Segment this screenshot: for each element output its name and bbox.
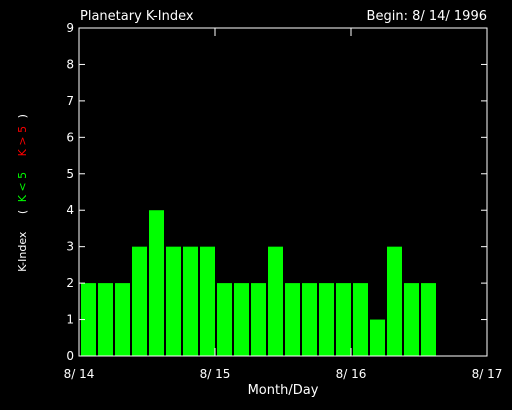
- x-axis-label: Month/Day: [248, 383, 319, 398]
- chart-subtitle: Begin: 8/ 14/ 1996: [367, 9, 487, 24]
- x-tick-label: 8/ 14: [64, 367, 95, 381]
- bar: [404, 283, 419, 356]
- y-tick-label: 6: [66, 130, 74, 144]
- bar: [183, 246, 198, 356]
- y-tick-label: 8: [66, 57, 74, 71]
- bar: [421, 283, 436, 356]
- bar: [285, 283, 300, 356]
- y-axis-label: K-Index ( K < 5 K > 5 ): [16, 114, 29, 272]
- y-axis-label-base: K-Index: [16, 231, 29, 272]
- bar: [353, 283, 368, 356]
- y-tick-label: 3: [66, 240, 74, 254]
- y-tick-label: 4: [66, 203, 74, 217]
- y-axis-label-close: ): [16, 114, 29, 118]
- bar: [149, 210, 164, 356]
- bar: [166, 246, 181, 356]
- bar: [98, 283, 113, 356]
- bar: [115, 283, 130, 356]
- bar: [336, 283, 351, 356]
- bar-series: [81, 210, 436, 356]
- bar: [132, 246, 147, 356]
- bar: [217, 283, 232, 356]
- chart-title: Planetary K-Index: [80, 9, 194, 24]
- bar: [387, 246, 402, 356]
- y-tick-label: 9: [66, 21, 74, 35]
- bar: [302, 283, 317, 356]
- y-tick-label: 7: [66, 94, 74, 108]
- plot-frame: [78, 27, 488, 357]
- y-tick-label: 0: [66, 349, 74, 363]
- y-tick-label: 2: [66, 276, 74, 290]
- bar: [370, 319, 385, 356]
- x-tick-label: 8/ 16: [336, 367, 367, 381]
- y-tick-label: 1: [66, 313, 74, 327]
- x-tick-label: 8/ 17: [472, 367, 503, 381]
- bar: [268, 246, 283, 356]
- bar: [234, 283, 249, 356]
- y-axis-label-high: K > 5: [16, 126, 29, 156]
- bar: [251, 283, 266, 356]
- bar: [319, 283, 334, 356]
- y-axis-label-open: (: [16, 210, 29, 214]
- x-axis-ticks: 8/ 14 8/ 15 8/ 16 8/ 17: [64, 28, 503, 381]
- bar: [200, 246, 215, 356]
- x-tick-label: 8/ 15: [200, 367, 231, 381]
- bar: [81, 283, 96, 356]
- y-axis-label-low: K < 5: [16, 172, 29, 202]
- y-tick-label: 5: [66, 167, 74, 181]
